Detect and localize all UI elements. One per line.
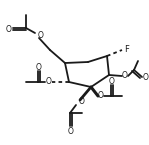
Text: F: F	[125, 46, 129, 55]
Text: O: O	[98, 91, 104, 100]
Text: O: O	[122, 71, 128, 80]
Text: O: O	[46, 77, 52, 87]
Text: O: O	[36, 62, 42, 71]
Text: O: O	[109, 77, 115, 86]
Text: O: O	[79, 97, 85, 106]
Text: O: O	[68, 126, 74, 135]
Text: O: O	[143, 74, 149, 83]
Text: O: O	[6, 25, 12, 33]
Text: O: O	[38, 31, 44, 40]
